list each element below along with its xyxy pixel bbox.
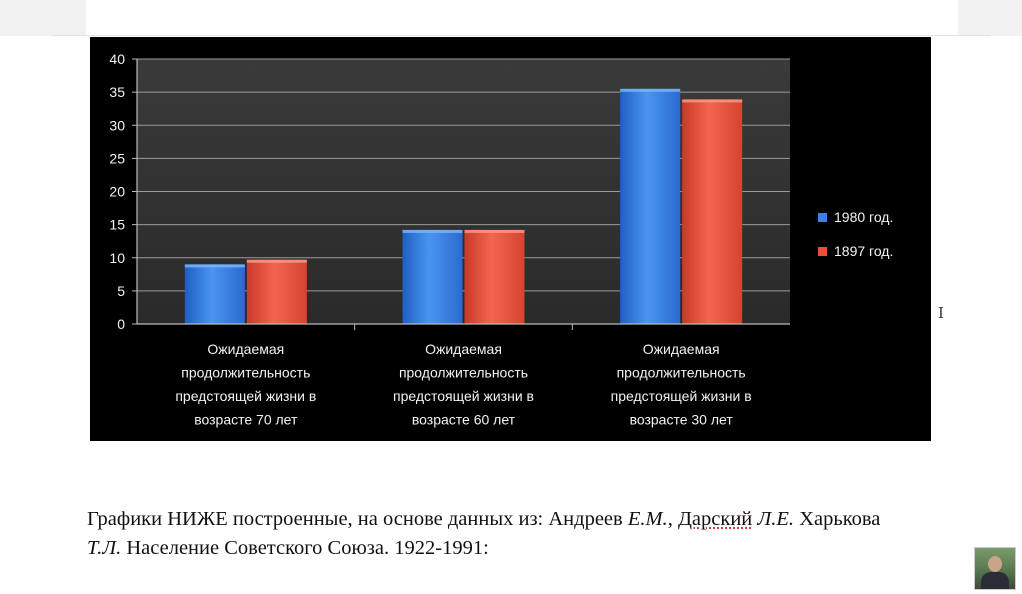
legend-label: 1980 год. [834,209,893,225]
y-tick-label: 0 [117,316,125,332]
bar-highlight [682,99,743,103]
citation-part1: Графики НИЖЕ построенные, на основе данн… [87,508,628,530]
y-tick-label: 40 [109,51,125,67]
x-category-label: Ожидаемая продолжительность предстоящей жи… [393,341,534,428]
presenter-torso [981,572,1009,589]
x-category-label-line: Ожидаемая [207,341,284,357]
chart-canvas: 0 5 10 15 20 25 30 35 40 Ожидаемая продолжительно… [109,51,893,428]
y-tick-label: 25 [109,150,125,166]
x-category-label: Ожидаемая продолжительность предстоящей жи… [611,341,752,428]
citation-sep1: , [667,508,678,530]
citation-part3: Население Советского Союза. 1922-1991: [121,537,489,559]
x-category-label-line: продолжительность [617,365,746,381]
legend-label: 1897 год. [834,243,893,259]
bar-red [246,259,307,324]
legend-swatch [818,213,827,222]
x-category-label-line: Ожидаемая [643,341,720,357]
y-tick-label: 15 [109,217,125,233]
x-category-label-line: возрасте 70 лет [194,412,298,428]
bar-red [464,229,525,324]
x-category-label-line: продолжительность [181,365,310,381]
citation-part2: Харькова [794,508,881,530]
bar-blue [620,88,681,324]
y-tick-label: 30 [109,117,125,133]
citation-author2-name: Дарский [677,508,753,530]
y-tick-label: 10 [109,250,125,266]
x-category-label-line: предстоящей жизни в [393,388,534,404]
citation-author1: Е.М. [627,508,668,530]
bar-highlight [246,259,307,263]
citation-author3-initials: Т.Л. [87,537,122,559]
page-sheet-top [86,0,958,36]
x-category-label: Ожидаемая продолжительность предстоящей жи… [175,341,316,428]
text-cursor-icon: I [938,304,944,322]
y-tick-label: 5 [117,283,125,299]
legend-swatch [818,247,827,256]
x-category-label-line: Ожидаемая [425,341,502,357]
x-category-label-line: возрасте 60 лет [412,412,516,428]
bar-red [682,99,743,324]
bar-highlight [402,229,463,233]
page-boundary-line [52,35,990,36]
citation-author2-initials: Л.Е. [752,508,795,530]
bar-blue [184,264,245,324]
bar-highlight [184,264,245,268]
bar-chart: 0 5 10 15 20 25 30 35 40 Ожидаемая продолжительно… [90,37,931,441]
bar-blue [402,229,463,324]
x-category-label-line: предстоящей жизни в [175,388,316,404]
webcam-thumbnail[interactable] [974,547,1016,590]
bar-highlight [620,88,681,92]
x-category-label-line: продолжительность [399,365,528,381]
citation-text: Графики НИЖЕ построенные, на основе данн… [87,505,967,563]
x-category-label-line: возрасте 30 лет [630,412,734,428]
x-category-label-line: предстоящей жизни в [611,388,752,404]
presenter-head [988,556,1002,572]
y-tick-label: 35 [109,84,125,100]
y-tick-label: 20 [109,184,125,200]
bar-highlight [464,229,525,233]
